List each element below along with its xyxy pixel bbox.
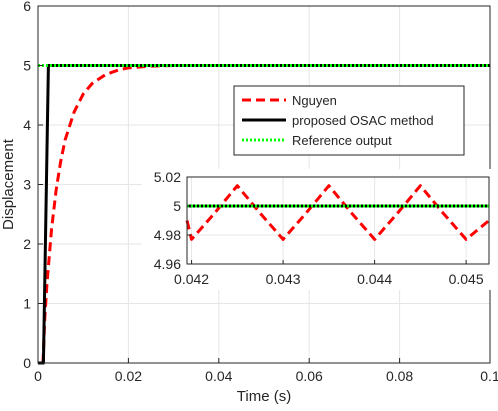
x-tick-label: 0.04 bbox=[205, 368, 232, 384]
y-tick-label: 6 bbox=[23, 0, 31, 14]
y-tick-label: 5 bbox=[23, 58, 31, 74]
inset-x-tick-label: 0.044 bbox=[357, 271, 392, 287]
x-axis-label: Time (s) bbox=[237, 388, 291, 405]
x-tick-label: 0.08 bbox=[386, 368, 413, 384]
main-ticks: 0 0.02 0.04 0.06 0.08 0.1 0 1 2 3 4 5 6 bbox=[23, 0, 498, 384]
legend-label: Reference output bbox=[292, 133, 392, 148]
y-tick-label: 1 bbox=[23, 296, 31, 312]
y-axis-label: Displacement bbox=[0, 138, 17, 230]
x-tick-label: 0.06 bbox=[296, 368, 323, 384]
inset-series-line-0 bbox=[185, 184, 490, 241]
main-series bbox=[38, 64, 490, 365]
inset-x-tick-label: 0.045 bbox=[449, 271, 484, 287]
inset-x-tick-label: 0.043 bbox=[266, 271, 301, 287]
inset-zoom: 0.042 0.043 0.044 0.045 4.96 4.98 5 5.02 bbox=[142, 169, 491, 290]
y-tick-label: 0 bbox=[23, 355, 31, 371]
inset-plot-area bbox=[186, 176, 490, 265]
legend-label: Nguyen bbox=[292, 93, 337, 108]
inset-y-tick-label: 5.02 bbox=[154, 169, 181, 185]
inset-series bbox=[185, 184, 490, 241]
x-tick-label: 0.1 bbox=[480, 368, 498, 384]
x-tick-label: 0 bbox=[34, 368, 42, 384]
x-tick-label: 0.02 bbox=[115, 368, 142, 384]
inset-y-tick-label: 4.96 bbox=[154, 256, 181, 272]
legend-label: proposed OSAC method bbox=[292, 113, 434, 128]
inset-ticks: 0.042 0.043 0.044 0.045 4.96 4.98 5 5.02 bbox=[154, 169, 484, 287]
inset-x-tick-label: 0.042 bbox=[174, 271, 209, 287]
y-tick-label: 3 bbox=[23, 177, 31, 193]
inset-y-tick-label: 5 bbox=[173, 198, 181, 214]
inset-y-tick-label: 4.98 bbox=[154, 227, 181, 243]
legend: Nguyen proposed OSAC method Reference outp… bbox=[233, 85, 465, 156]
y-tick-label: 2 bbox=[23, 236, 31, 252]
y-tick-label: 4 bbox=[23, 117, 31, 133]
